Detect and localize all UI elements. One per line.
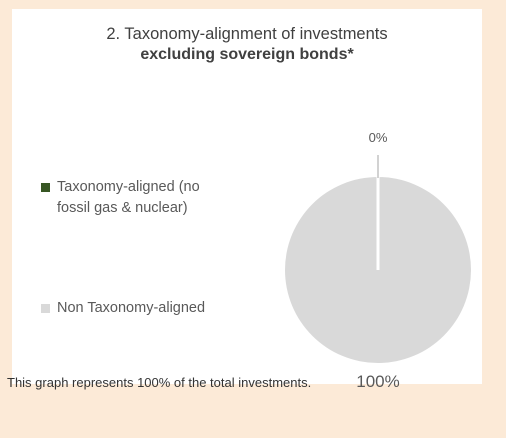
legend-label-non-taxonomy-aligned: Non Taxonomy-aligned	[57, 300, 206, 316]
chart-footnote: This graph represents 100% of the total …	[7, 375, 312, 390]
legend-item-taxonomy-aligned: Taxonomy-aligned (no fossil gas & nuclea…	[41, 177, 227, 219]
data-label-non-taxonomy-aligned: 100%	[356, 372, 399, 391]
legend-swatch-non-taxonomy-aligned	[41, 304, 50, 313]
data-label-taxonomy-aligned: 0%	[369, 130, 388, 145]
chart-title: 2. Taxonomy-alignment of investments	[106, 25, 388, 43]
legend-swatch-taxonomy-aligned	[41, 183, 50, 192]
legend-item-non-taxonomy-aligned: Non Taxonomy-aligned	[41, 298, 227, 319]
chart-subtitle: excluding sovereign bonds*	[140, 46, 354, 63]
legend-label-taxonomy-aligned: Taxonomy-aligned (no fossil gas & nuclea…	[57, 179, 200, 216]
